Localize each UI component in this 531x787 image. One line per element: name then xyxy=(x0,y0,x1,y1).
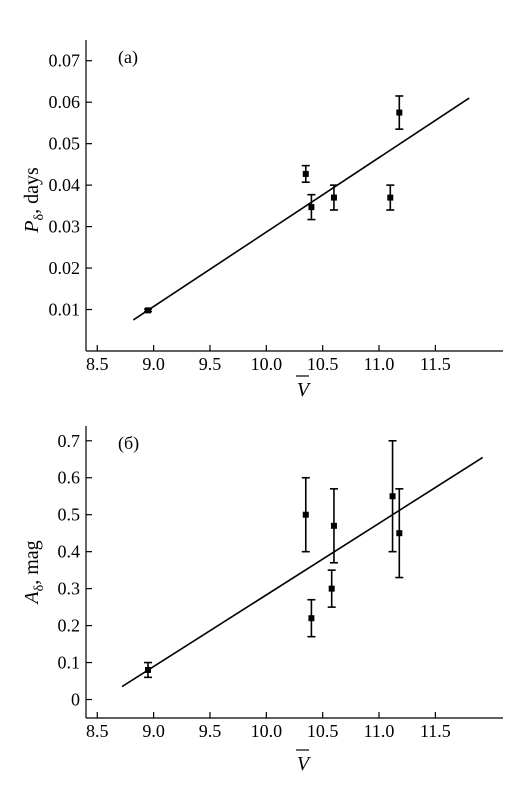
panel-a-x-tick-label: 10.0 xyxy=(251,354,283,374)
panel-a-data-point xyxy=(301,164,310,184)
panel-a-ylabel-sub: δ xyxy=(32,214,47,221)
panel-b-marker xyxy=(308,615,315,622)
panel-b-y-tick-label: 0.2 xyxy=(58,616,81,636)
panel-a-data-point xyxy=(386,184,395,211)
panel-b-data-point xyxy=(327,569,336,608)
panel-b-marker xyxy=(389,493,396,500)
panel-b-label: (б) xyxy=(118,433,139,454)
panel-a-y-axis-title: Pδ, days xyxy=(21,167,47,234)
panel-b-x-axis-title: V xyxy=(296,749,312,775)
panel-b-marker xyxy=(396,530,403,537)
panel-b-marker xyxy=(328,585,335,592)
panel-b-x-tick-label: 11.5 xyxy=(420,721,451,741)
panel-a-x-title: V xyxy=(297,379,312,401)
panel-a-data-point xyxy=(143,307,152,314)
panel-a-data-point xyxy=(329,184,338,211)
panel-b-marker xyxy=(330,522,337,529)
panel-a-x-tick-label: 9.5 xyxy=(199,354,222,374)
panel-b-y-tick-label: 0 xyxy=(71,690,80,710)
panel-a-y-tick-label: 0.06 xyxy=(49,92,81,112)
panel-b-marker xyxy=(302,511,309,518)
panel-a-y-tick-label: 0.05 xyxy=(49,134,81,154)
panel-a-marker xyxy=(302,170,309,177)
panel-a: 0.01 0.02 0.03 0.04 0.05 0.06 0.07 8.5 9.0 9.5 10.… xyxy=(21,40,503,401)
panel-b-y-tick-label: 0.6 xyxy=(58,468,81,488)
panel-b-marker xyxy=(144,666,151,673)
panel-b-y-tick-label: 0.4 xyxy=(58,542,81,562)
panel-b-x-title: V xyxy=(297,753,312,775)
panel-b-data-point xyxy=(388,439,397,553)
panel-b-ylabel-rest: , mag xyxy=(21,540,43,584)
panel-b-y-tick-label: 0.5 xyxy=(58,505,81,525)
panel-b: 0 0.1 0.2 0.3 0.4 0.5 0.6 0.7 8.5 9.0 9.5 10.0 10.5 1… xyxy=(21,426,503,775)
panel-b-y-axis-title: Aδ, mag xyxy=(21,540,47,605)
panel-a-ylabel-main: P xyxy=(21,221,43,234)
panel-b-y-tick-label: 0.3 xyxy=(58,579,81,599)
panel-a-ylabel-rest: , days xyxy=(21,167,43,214)
panel-a-label: (a) xyxy=(118,47,138,68)
panel-a-y-tick-label: 0.04 xyxy=(49,175,81,195)
panel-b-x-tick-label: 10.0 xyxy=(251,721,283,741)
panel-b-y-tick-label: 0.7 xyxy=(58,431,81,451)
panel-b-x-tick-label: 10.5 xyxy=(307,721,339,741)
panel-b-ylabel-main: A xyxy=(21,591,43,606)
panel-b-data-point xyxy=(395,488,404,579)
panel-a-marker xyxy=(330,194,337,201)
panel-b-x-tick-label: 9.5 xyxy=(199,721,222,741)
panel-a-fit-line xyxy=(132,97,470,321)
panel-a-marker xyxy=(396,109,403,116)
panel-a-x-tick-label: 8.5 xyxy=(86,354,109,374)
panel-a-data-point xyxy=(395,95,404,130)
panel-a-y-tick-label: 0.01 xyxy=(49,300,81,320)
panel-a-marker xyxy=(387,194,394,201)
panel-b-x-tick-label: 9.0 xyxy=(142,721,165,741)
panel-b-x-tick-label: 8.5 xyxy=(86,721,109,741)
panel-a-y-tick-label: 0.03 xyxy=(49,217,81,237)
panel-b-data-point xyxy=(307,598,316,638)
panel-a-x-tick-label: 9.0 xyxy=(142,354,165,374)
panel-a-marker xyxy=(144,307,151,314)
panel-a-x-axis-title: V xyxy=(296,375,312,401)
panel-b-x-tick-label: 11.0 xyxy=(364,721,395,741)
panel-b-data-point xyxy=(143,661,152,679)
panel-a-marker xyxy=(308,204,315,211)
panel-b-y-tick-label: 0.1 xyxy=(58,653,81,673)
panel-b-data-point xyxy=(329,488,338,564)
panel-a-x-tick-label: 11.0 xyxy=(364,354,395,374)
panel-a-data-point xyxy=(307,193,316,221)
panel-a-x-tick-label: 10.5 xyxy=(307,354,339,374)
panel-a-plot-layer: 0.01 0.02 0.03 0.04 0.05 0.06 0.07 8.5 9.0 9.5 10.… xyxy=(49,40,503,374)
panel-b-fit-line xyxy=(121,456,484,688)
panel-b-ylabel-sub: δ xyxy=(32,584,47,591)
panel-b-plot-layer: 0 0.1 0.2 0.3 0.4 0.5 0.6 0.7 8.5 9.0 9.5 10.0 10.5 1… xyxy=(58,426,503,741)
panel-a-x-tick-label: 11.5 xyxy=(420,354,451,374)
panel-b-data-point xyxy=(301,476,310,553)
panel-a-y-tick-label: 0.07 xyxy=(49,51,81,71)
panel-a-y-tick-label: 0.02 xyxy=(49,258,81,278)
